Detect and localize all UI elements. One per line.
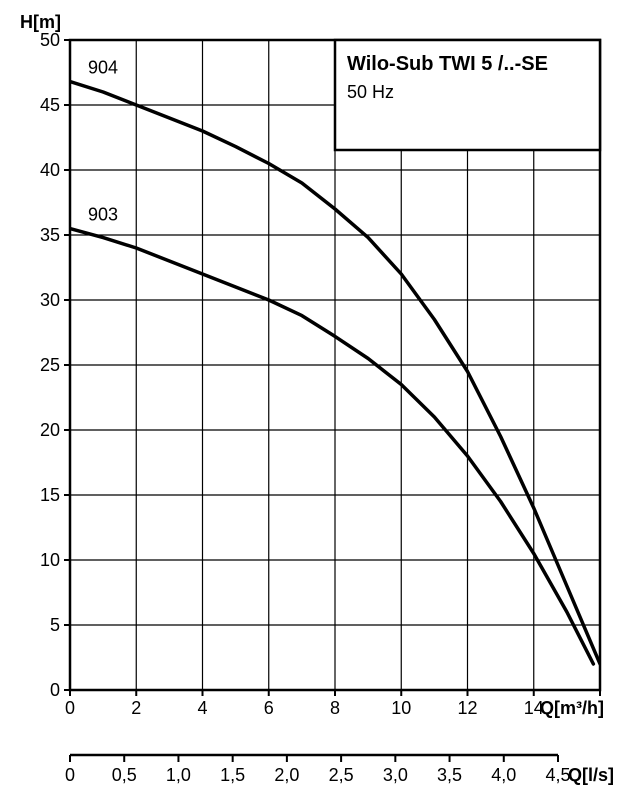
series-label-903: 903 [88,205,118,225]
y-tick-label: 10 [40,550,60,570]
x2-tick-label: 3,5 [437,765,462,785]
x-tick-label: 8 [330,698,340,718]
x2-axis-title: Q[l/s] [568,765,614,785]
x2-tick-label: 4,5 [545,765,570,785]
series-label-904: 904 [88,58,118,78]
x-tick-label: 0 [65,698,75,718]
y-tick-label: 50 [40,30,60,50]
y-tick-label: 30 [40,290,60,310]
y-tick-label: 20 [40,420,60,440]
chart-subtitle: 50 Hz [347,82,394,102]
x2-tick-label: 1,0 [166,765,191,785]
chart-title: Wilo-Sub TWI 5 /..-SE [347,53,548,75]
y-tick-label: 0 [50,680,60,700]
x-tick-label: 10 [391,698,411,718]
y-tick-label: 35 [40,225,60,245]
y-tick-label: 5 [50,615,60,635]
x-tick-label: 6 [264,698,274,718]
x2-tick-label: 2,0 [274,765,299,785]
x-tick-label: 12 [457,698,477,718]
y-tick-label: 25 [40,355,60,375]
y-tick-label: 45 [40,95,60,115]
x2-tick-label: 2,5 [329,765,354,785]
x2-tick-label: 0 [65,765,75,785]
x-tick-label: 4 [197,698,207,718]
x-axis-title: Q[m³/h] [540,698,604,718]
x2-tick-label: 3,0 [383,765,408,785]
y-axis-title: H[m] [20,12,61,32]
x2-tick-label: 0,5 [112,765,137,785]
y-tick-label: 15 [40,485,60,505]
x2-tick-label: 4,0 [491,765,516,785]
y-tick-label: 40 [40,160,60,180]
x2-tick-label: 1,5 [220,765,245,785]
x-tick-label: 2 [131,698,141,718]
